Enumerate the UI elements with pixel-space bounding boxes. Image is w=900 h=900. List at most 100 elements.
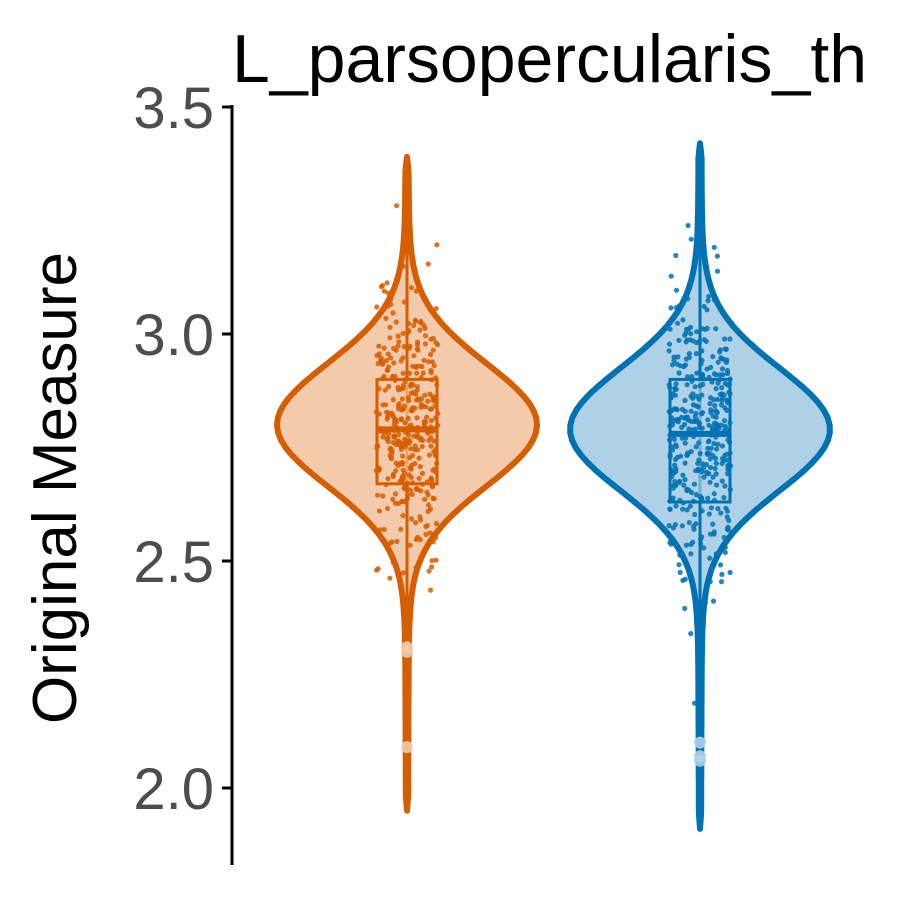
data-point xyxy=(431,363,437,369)
data-point xyxy=(725,471,731,477)
data-point xyxy=(692,426,698,432)
data-point xyxy=(428,424,434,430)
data-point xyxy=(669,362,676,368)
data-point xyxy=(401,299,407,305)
data-point xyxy=(374,353,380,359)
data-point xyxy=(377,527,383,533)
data-point xyxy=(375,443,381,449)
data-point xyxy=(715,359,721,365)
data-point xyxy=(423,531,429,538)
data-point xyxy=(391,433,397,439)
outlier-point xyxy=(401,641,413,654)
data-point xyxy=(725,524,731,530)
data-point xyxy=(699,357,705,363)
data-point xyxy=(685,452,691,458)
data-point xyxy=(432,397,438,403)
data-point xyxy=(400,263,406,269)
data-point xyxy=(668,466,674,472)
data-point xyxy=(699,497,705,503)
data-point xyxy=(727,336,733,342)
data-point xyxy=(413,520,419,526)
data-point xyxy=(406,398,412,404)
data-point xyxy=(708,432,714,438)
data-point xyxy=(667,326,673,332)
data-point xyxy=(666,409,672,415)
data-point xyxy=(387,324,393,330)
data-point xyxy=(705,298,711,304)
data-point xyxy=(686,520,692,526)
data-point xyxy=(684,507,690,513)
data-point xyxy=(682,460,688,466)
data-point xyxy=(704,470,710,476)
data-point xyxy=(701,303,707,310)
data-point xyxy=(407,542,413,548)
data-point xyxy=(719,395,726,401)
data-point xyxy=(433,557,439,563)
data-point xyxy=(722,423,729,429)
data-point xyxy=(675,320,681,326)
data-point xyxy=(408,466,414,472)
data-point xyxy=(690,391,696,397)
data-point xyxy=(722,346,728,352)
data-point xyxy=(402,420,408,426)
data-point xyxy=(672,522,679,528)
data-point xyxy=(414,387,420,393)
data-point xyxy=(694,393,700,399)
data-point xyxy=(711,497,718,503)
data-point xyxy=(714,409,720,415)
data-point xyxy=(726,389,732,395)
data-point xyxy=(717,372,723,378)
data-point xyxy=(684,414,691,420)
data-point xyxy=(414,370,420,376)
data-point xyxy=(677,363,684,369)
data-point xyxy=(417,517,424,523)
data-point xyxy=(693,444,699,450)
data-point xyxy=(410,480,416,486)
data-point xyxy=(376,343,382,349)
data-point xyxy=(684,382,690,388)
data-point xyxy=(422,392,428,398)
data-point xyxy=(393,468,399,474)
plot-area xyxy=(274,140,833,832)
data-point xyxy=(398,417,404,423)
data-point xyxy=(396,406,402,412)
data-point xyxy=(419,363,425,370)
data-point xyxy=(390,397,396,403)
y-axis-ticks: 2.0 2.5 3.0 3.5 xyxy=(133,76,232,822)
data-point xyxy=(418,375,424,381)
data-point xyxy=(727,420,733,426)
data-point xyxy=(713,471,719,477)
data-point xyxy=(386,384,392,390)
data-point xyxy=(696,338,703,344)
data-point xyxy=(683,542,690,548)
data-point xyxy=(709,379,715,385)
data-point xyxy=(719,478,725,484)
data-point xyxy=(425,398,431,404)
data-point xyxy=(384,416,390,422)
data-point xyxy=(424,414,430,420)
data-point xyxy=(429,484,436,490)
data-point xyxy=(400,406,406,412)
data-point xyxy=(400,513,406,519)
outlier-point xyxy=(694,736,706,749)
data-point xyxy=(699,508,705,514)
data-point xyxy=(711,440,717,447)
data-point xyxy=(667,506,673,512)
data-point xyxy=(683,356,689,362)
data-point xyxy=(390,374,396,380)
data-point xyxy=(670,495,676,501)
data-point xyxy=(713,414,719,420)
data-point xyxy=(727,450,733,456)
data-point xyxy=(725,466,731,472)
data-point xyxy=(391,421,397,427)
data-point xyxy=(430,539,436,545)
data-point xyxy=(681,482,687,488)
data-point xyxy=(710,474,716,480)
data-point xyxy=(434,382,440,388)
jitter-points-1 xyxy=(373,203,441,593)
data-point xyxy=(673,381,679,387)
data-point xyxy=(700,461,706,467)
data-point xyxy=(666,348,672,354)
data-point xyxy=(384,280,390,286)
